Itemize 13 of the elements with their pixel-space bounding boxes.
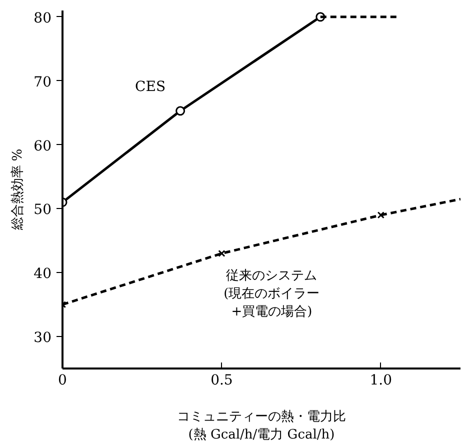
y-tick-label: 40 [34, 266, 52, 282]
y-tick-label: 60 [34, 138, 52, 154]
y-tick-label: 70 [34, 74, 52, 90]
y-tick-label: 80 [34, 10, 52, 26]
x-tick-label: 0.5 [210, 372, 233, 388]
y-tick-label: 30 [34, 330, 52, 346]
series-label: CES [135, 78, 166, 95]
y-tick-label: 50 [34, 202, 52, 218]
x-tick-label: 0 [58, 372, 67, 388]
series-label: 従来のシステム (現在のボイラー +買電の場合) [224, 268, 320, 320]
x-axis-title: コミュニティーの熱・電力比 (熱 Gcal/h/電力 Gcal/h) [177, 410, 346, 442]
x-tick-label: 1.0 [370, 372, 392, 388]
y-axis-title: 総合熱効率 % [10, 148, 26, 232]
